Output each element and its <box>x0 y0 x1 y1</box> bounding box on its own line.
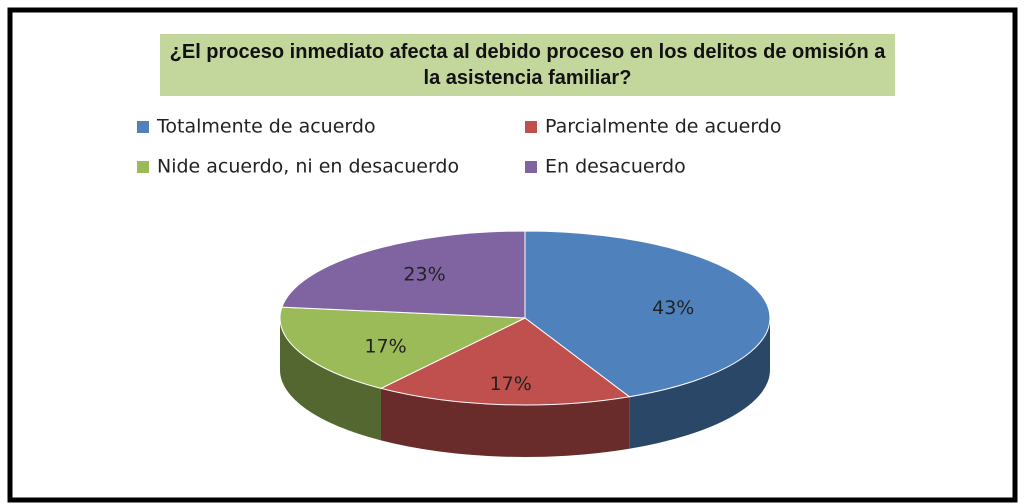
legend-swatch <box>137 161 149 173</box>
data-label: 23% <box>403 264 445 286</box>
pie-slice <box>524 230 771 398</box>
data-label: 17% <box>364 335 406 357</box>
chart-title: ¿El proceso inmediato afecta al debido p… <box>160 34 895 96</box>
pie-slice <box>379 317 631 406</box>
pie-side <box>380 388 630 457</box>
legend-label: Parcialmente de acuerdo <box>545 116 781 138</box>
legend-label: Totalmente de acuerdo <box>156 116 376 138</box>
legend-swatch <box>525 161 537 173</box>
legend-swatch <box>137 121 149 133</box>
legend-label: Nide acuerdo, ni en desacuerdo <box>157 156 459 178</box>
data-label: 17% <box>490 373 532 395</box>
legend-label: En desacuerdo <box>545 156 686 178</box>
pie-side <box>280 318 381 441</box>
pie-side <box>629 318 770 449</box>
pie-slice <box>279 306 526 389</box>
pie-slice <box>281 230 526 319</box>
legend-swatch <box>525 121 537 133</box>
data-label: 43% <box>652 297 694 319</box>
